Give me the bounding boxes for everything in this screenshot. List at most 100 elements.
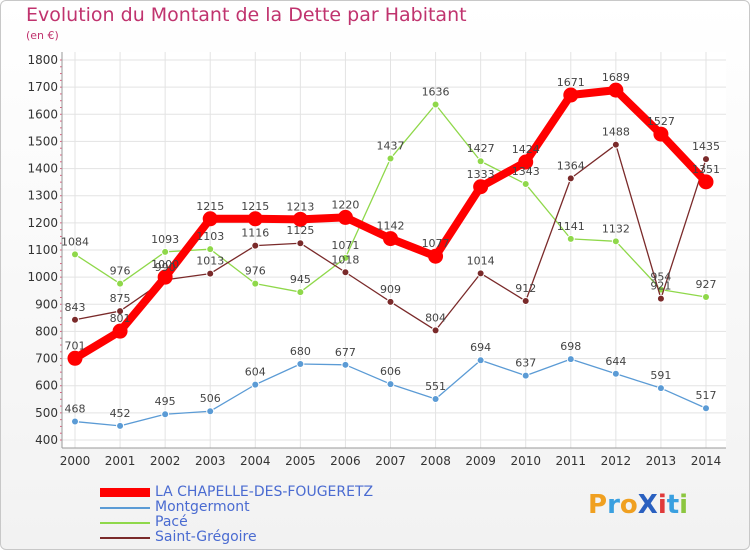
y-tick-label: 1100 — [27, 243, 58, 257]
data-label: 875 — [110, 292, 131, 305]
data-point — [386, 380, 395, 389]
data-point — [702, 292, 710, 301]
legend-swatch — [100, 507, 150, 509]
data-label: 804 — [425, 311, 446, 324]
data-point — [341, 268, 350, 277]
data-label: 1213 — [286, 200, 314, 213]
data-point — [698, 174, 714, 190]
chart-subtitle: (en €) — [26, 29, 59, 42]
data-point — [518, 154, 534, 170]
data-label: 452 — [110, 407, 131, 420]
x-tick-label: 2009 — [465, 454, 496, 468]
data-label: 1333 — [467, 168, 495, 181]
data-point — [476, 356, 485, 365]
logo-letter: i — [679, 490, 689, 520]
data-label: 1671 — [557, 76, 585, 89]
logo-letter: o — [619, 490, 638, 520]
data-label: 1013 — [196, 255, 224, 268]
legend-label: Saint-Grégoire — [155, 529, 257, 545]
data-point — [71, 417, 79, 426]
data-point — [476, 157, 485, 166]
data-label: 801 — [110, 312, 131, 325]
data-label: 909 — [380, 283, 401, 296]
data-point — [611, 237, 620, 246]
data-point — [608, 82, 624, 98]
data-point — [566, 355, 575, 364]
data-label: 1215 — [196, 200, 224, 213]
data-point — [656, 384, 665, 393]
x-tick-label: 2000 — [60, 454, 91, 468]
data-point — [112, 323, 128, 339]
data-point — [566, 234, 575, 243]
data-label: 945 — [290, 273, 311, 286]
y-tick-label: 500 — [35, 406, 58, 420]
data-label: 1424 — [512, 143, 540, 156]
legend-label: Pacé — [155, 514, 188, 530]
data-label: 990 — [155, 261, 176, 274]
legend-swatch — [100, 488, 150, 497]
data-label: 1351 — [692, 163, 720, 176]
data-point — [431, 395, 440, 404]
data-label: 1018 — [331, 253, 359, 266]
x-tick-label: 2011 — [556, 454, 587, 468]
data-label: 1141 — [557, 220, 585, 233]
data-label: 921 — [650, 280, 671, 293]
data-point — [296, 360, 305, 368]
data-label: 468 — [65, 403, 86, 416]
x-tick-label: 2013 — [646, 454, 677, 468]
data-label: 1000 — [151, 258, 179, 271]
data-label: 1071 — [331, 239, 359, 252]
x-tick-label: 2006 — [330, 454, 361, 468]
data-point — [473, 179, 489, 195]
y-tick-label: 400 — [35, 433, 58, 447]
data-label: 1343 — [512, 165, 540, 178]
logo-letter: P — [588, 490, 608, 520]
data-point — [116, 307, 125, 316]
logo-letter: X — [637, 490, 658, 520]
data-point — [428, 248, 444, 264]
y-tick-label: 1000 — [27, 270, 58, 284]
data-label: 1427 — [467, 142, 495, 155]
data-point — [202, 211, 218, 227]
y-tick-label: 1800 — [27, 53, 58, 67]
x-tick-label: 2008 — [420, 454, 451, 468]
chart-title: Evolution du Montant de la Dette par Hab… — [26, 4, 467, 26]
data-point — [386, 297, 395, 306]
x-tick-label: 2002 — [150, 454, 181, 468]
data-point — [431, 100, 440, 109]
proxiti-logo: ProXiti — [588, 490, 688, 520]
legend-swatch — [100, 537, 150, 539]
data-point — [206, 407, 215, 416]
data-point — [383, 231, 398, 247]
data-label: 1132 — [602, 222, 630, 235]
data-label: 976 — [245, 265, 266, 278]
data-label: 644 — [605, 355, 626, 368]
logo-letter: i — [657, 490, 667, 520]
data-point — [71, 315, 79, 324]
data-label: 1215 — [241, 200, 269, 213]
data-point — [476, 269, 485, 278]
y-tick-label: 1300 — [27, 189, 58, 203]
data-label: 1488 — [602, 126, 630, 139]
data-label: 517 — [696, 389, 717, 402]
data-label: 1103 — [196, 230, 224, 243]
data-point — [702, 155, 710, 164]
data-point — [292, 211, 308, 227]
data-label: 1142 — [377, 220, 405, 233]
y-tick-label: 1200 — [27, 216, 58, 230]
data-point — [206, 269, 215, 278]
data-label: 912 — [515, 282, 536, 295]
data-label: 1125 — [286, 224, 314, 237]
data-label: 1437 — [377, 140, 405, 153]
y-tick-label: 1700 — [27, 80, 58, 94]
data-point — [296, 288, 305, 297]
data-label: 1093 — [151, 233, 179, 246]
data-point — [341, 253, 350, 262]
data-label: 1527 — [647, 115, 675, 128]
data-point — [521, 180, 530, 189]
data-point — [206, 245, 215, 254]
data-label: 591 — [650, 369, 671, 382]
data-point — [251, 279, 260, 288]
data-label: 698 — [560, 340, 581, 353]
y-tick-label: 1500 — [27, 134, 58, 148]
